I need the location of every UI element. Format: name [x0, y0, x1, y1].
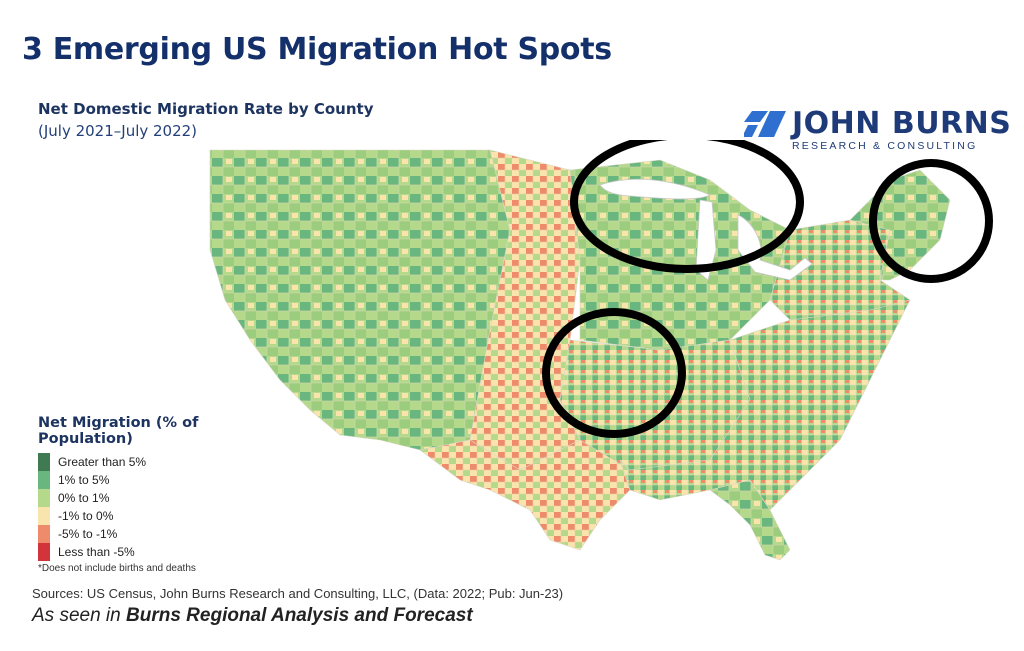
great-lakes-water	[599, 178, 711, 200]
hotspot-circle-missouri	[542, 308, 686, 438]
map-region-west	[209, 149, 511, 451]
page-title: 3 Emerging US Migration Hot Spots	[22, 32, 612, 67]
hotspot-circle-great-lakes	[570, 140, 804, 273]
seen-in-line: As seen in Burns Regional Analysis and F…	[32, 605, 473, 627]
logo-mark-icon	[744, 111, 786, 137]
legend-swatch	[38, 489, 50, 507]
legend-swatch	[38, 471, 50, 489]
hotspot-circle-new-england	[869, 159, 993, 283]
legend-item: 1% to 5%	[38, 471, 278, 489]
lake-michigan-water	[695, 199, 717, 281]
map-region-texas	[419, 439, 631, 551]
report-title: Burns Regional Analysis and Forecast	[126, 605, 473, 626]
map-region-florida	[709, 479, 791, 560]
legend-label: 0% to 1%	[58, 491, 110, 505]
sources-line: Sources: US Census, John Burns Research …	[32, 586, 564, 601]
legend-label: -1% to 0%	[58, 509, 114, 523]
logo-tagline: RESEARCH & CONSULTING	[792, 140, 978, 152]
legend-label: -5% to -1%	[58, 527, 118, 541]
map-legend: Net Migration (% of Population) Greater …	[38, 415, 278, 574]
legend-label: Greater than 5%	[58, 455, 147, 469]
legend-swatch	[38, 507, 50, 525]
legend-note: *Does not include births and deaths	[38, 563, 196, 574]
map-subtitle: Net Domestic Migration Rate by County	[38, 100, 374, 118]
legend-item: Less than -5%	[38, 543, 278, 561]
legend-swatch	[38, 525, 50, 543]
legend-label: 1% to 5%	[58, 473, 110, 487]
legend-label: Less than -5%	[58, 545, 135, 559]
map-period: (July 2021–July 2022)	[38, 122, 198, 140]
john-burns-logo: JOHN BURNS RESEARCH & CONSULTING	[744, 106, 1011, 152]
legend-swatch	[38, 543, 50, 561]
legend-item: 0% to 1%	[38, 489, 278, 507]
logo-name: JOHN BURNS	[792, 106, 1012, 141]
us-county-migration-map	[209, 140, 993, 560]
legend-title: Net Migration (% of Population)	[38, 415, 199, 447]
legend-item: -1% to 0%	[38, 507, 278, 525]
legend-item: -5% to -1%	[38, 525, 278, 543]
seen-prefix: As seen in	[32, 605, 126, 626]
legend-swatch	[38, 453, 50, 471]
legend-item: Greater than 5%	[38, 453, 278, 471]
